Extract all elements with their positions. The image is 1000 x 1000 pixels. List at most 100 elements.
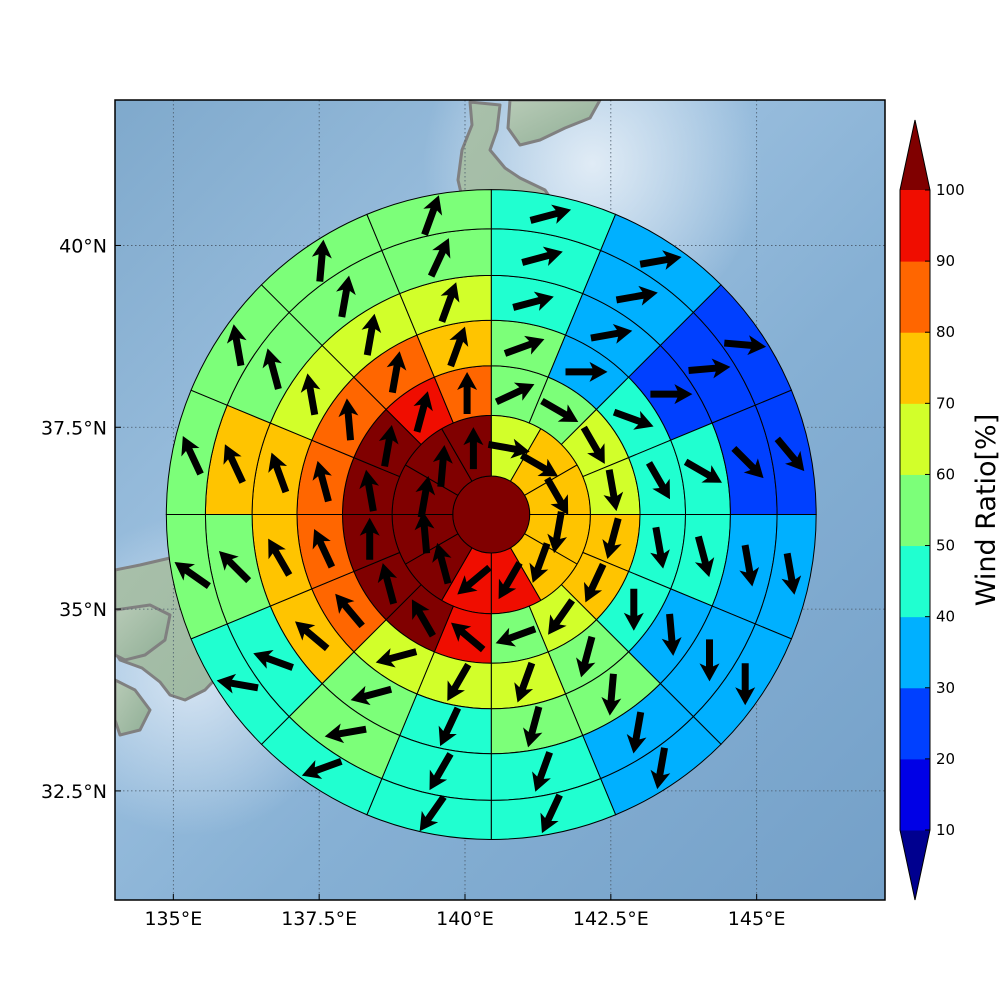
wind-arrow-88 [181, 435, 204, 476]
wind-arrow-61 [615, 285, 658, 306]
wind-arrow-77 [639, 250, 682, 270]
wind-arrow-25 [378, 425, 399, 467]
x-tick-label-3: 142.5°E [573, 908, 649, 930]
colorbar-level-8 [900, 261, 930, 333]
wind-arrow-49 [661, 613, 682, 656]
colorbar-level-3 [900, 616, 930, 689]
map-frame [114, 99, 886, 901]
wind-arrow-52 [438, 706, 462, 747]
wind-arrow-54 [295, 621, 330, 652]
colorbar-level-9 [900, 190, 930, 262]
wind-arrow-48 [694, 535, 715, 578]
colorbar-level-4 [900, 545, 930, 618]
wind-arrow-36 [447, 662, 472, 701]
x-tick-label-0: 135°E [144, 908, 202, 930]
wind-arrow-19 [495, 625, 537, 647]
colorbar-level-1 [900, 758, 930, 831]
colorbar-tick-70: 70 [936, 394, 955, 412]
colorbar-level-7 [900, 332, 930, 404]
wind-arrow-20 [451, 622, 486, 653]
colorbar-label: Wind Ratio[%] [971, 414, 1000, 606]
wind-arrow-1 [519, 452, 559, 477]
wind-arrow-29 [565, 361, 608, 382]
wind-arrow-34 [576, 635, 596, 678]
wind-arrow-5 [498, 561, 523, 600]
colorbar-tick-10: 10 [936, 821, 955, 839]
wind-arrow-23 [359, 517, 380, 560]
wind-arrow-2 [544, 476, 569, 515]
wind-arrow-14 [580, 425, 605, 464]
y-tick-label-3: 40°N [59, 235, 107, 257]
wind-arrow-17 [583, 562, 607, 603]
colorbar-extend-max [900, 120, 930, 190]
wind-arrow-56 [268, 452, 290, 494]
colorbar-tick-100: 100 [936, 181, 965, 199]
colorbar: 10 20 30 40 50 60 70 80 90 100 [899, 119, 965, 901]
wind-arrow-16 [602, 517, 622, 559]
wind-arrow-50 [601, 673, 622, 716]
wind-arrow-8 [414, 511, 435, 554]
wind-arrow-58 [361, 313, 382, 356]
wind-arrow-47 [683, 458, 722, 483]
colorbar-tick-20: 20 [936, 750, 955, 768]
wind-arrow-22 [377, 563, 398, 605]
x-axis-ticks: 135°E 137.5°E 140°E 142.5°E 145°E [144, 894, 786, 930]
wind-arrow-78 [723, 335, 767, 356]
wind-arrow-67 [532, 751, 553, 792]
wind-arrow-32 [650, 526, 670, 569]
wind-arrow-26 [413, 391, 433, 433]
wind-arrow-89 [226, 324, 247, 367]
wind-arrow-39 [312, 528, 336, 569]
wind-arrow-60 [521, 246, 563, 266]
wind-arrow-38 [335, 593, 365, 629]
wind-arrow-33 [623, 588, 644, 631]
wind-arrow-85 [301, 758, 343, 779]
colorbar-tick-50: 50 [936, 537, 955, 555]
wind-arrow-66 [626, 711, 647, 754]
wind-arrow-71 [218, 550, 252, 584]
wind-arrow-18 [548, 598, 576, 635]
wind-arrow-51 [523, 705, 543, 748]
wind-arrow-69 [324, 723, 367, 744]
wind-arrow-70 [253, 649, 294, 671]
x-tick-label-4: 145°E [728, 908, 786, 930]
wind-arrow-84 [419, 794, 447, 832]
wind-arrow-64 [739, 544, 760, 587]
colorbar-extend-min [900, 830, 930, 900]
wind-arrow-4 [529, 542, 551, 583]
wind-arrow-31 [645, 461, 670, 500]
wind-arrow-74 [336, 275, 356, 318]
wind-arrow-57 [300, 373, 321, 416]
wind-arrow-53 [350, 685, 393, 706]
wind-arrow-12 [494, 382, 535, 406]
wind-arrow-80 [781, 552, 802, 595]
wind-arrow-65 [699, 639, 720, 682]
wind-arrow-76 [529, 204, 572, 224]
wind-arrow-7 [432, 542, 452, 585]
wind-arrow-90 [311, 239, 332, 282]
wind-arrow-21 [411, 599, 436, 638]
wind-arrow-9 [415, 476, 436, 518]
wind-arrow-83 [540, 793, 563, 834]
colorbar-tick-60: 60 [936, 465, 955, 483]
wind-arrow-55 [268, 538, 293, 577]
wind-arrow-10 [432, 444, 453, 488]
colorbar-level-6 [900, 403, 930, 475]
y-tick-label-0: 32.5°N [41, 781, 107, 803]
wind-arrow-35 [514, 661, 536, 703]
wind-arrow-46 [650, 384, 693, 405]
wind-sector-grid [165, 189, 817, 840]
wind-arrow-3 [547, 511, 568, 554]
wind-arrow-86 [216, 673, 259, 694]
wind-arrow-75 [427, 238, 451, 278]
wind-arrow-73 [262, 348, 282, 390]
wind-arrow-62 [688, 358, 731, 379]
y-tick-label-1: 35°N [59, 599, 107, 621]
wind-arrow-11 [463, 427, 484, 470]
x-tick-label-1: 137.5°E [281, 908, 357, 930]
wind-arrow-59 [438, 282, 460, 323]
colorbar-level-2 [900, 687, 930, 760]
wind-arrow-87 [174, 562, 211, 590]
x-tick-label-2: 140°E [436, 908, 494, 930]
